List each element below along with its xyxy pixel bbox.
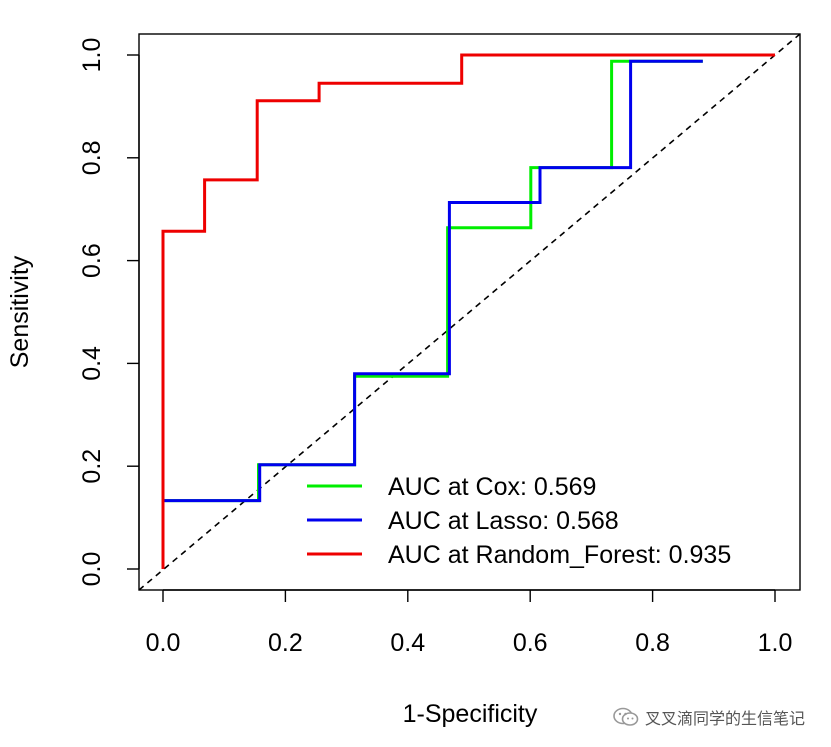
roc-curves [161,53,775,569]
x-tick-label: 1.0 [758,629,793,657]
y-tick-label: 0.6 [78,243,106,278]
legend-label: AUC at Cox: 0.569 [388,473,596,501]
y-tick-label: 0.0 [78,552,106,587]
watermark: 叉叉滴同学的生信笔记 [613,705,805,729]
reference-diagonal-line [138,33,801,591]
reference-diagonal [138,33,801,591]
x-tick-label: 0.6 [513,629,548,657]
watermark-text: 叉叉滴同学的生信笔记 [644,709,805,728]
legend-label: AUC at Lasso: 0.568 [388,507,619,535]
y-tick-label: 1.0 [78,38,106,73]
legend: AUC at Cox: 0.569 AUC at Lasso: 0.568 AUC … [307,473,731,569]
roc-curve-random-forest [161,53,775,569]
x-axis-label: 1-Specificity [403,700,538,728]
axes: 0.0 0.2 0.4 0.6 0.8 1.0 0.0 0.2 0.4 0.6 0.8 1.0 [78,38,792,657]
x-tick-label: 0.0 [146,629,181,657]
x-tick-label: 0.8 [635,629,670,657]
x-tick-label: 0.2 [268,629,303,657]
roc-curve-lasso [161,59,703,569]
y-tick-label: 0.4 [78,346,106,381]
legend-label: AUC at Random_Forest: 0.935 [388,541,731,569]
wechat-icon [613,707,639,727]
y-tick-label: 0.8 [78,140,106,175]
x-tick-label: 0.4 [390,629,425,657]
y-axis-label: Sensitivity [6,255,34,368]
y-tick-label: 0.2 [78,449,106,484]
